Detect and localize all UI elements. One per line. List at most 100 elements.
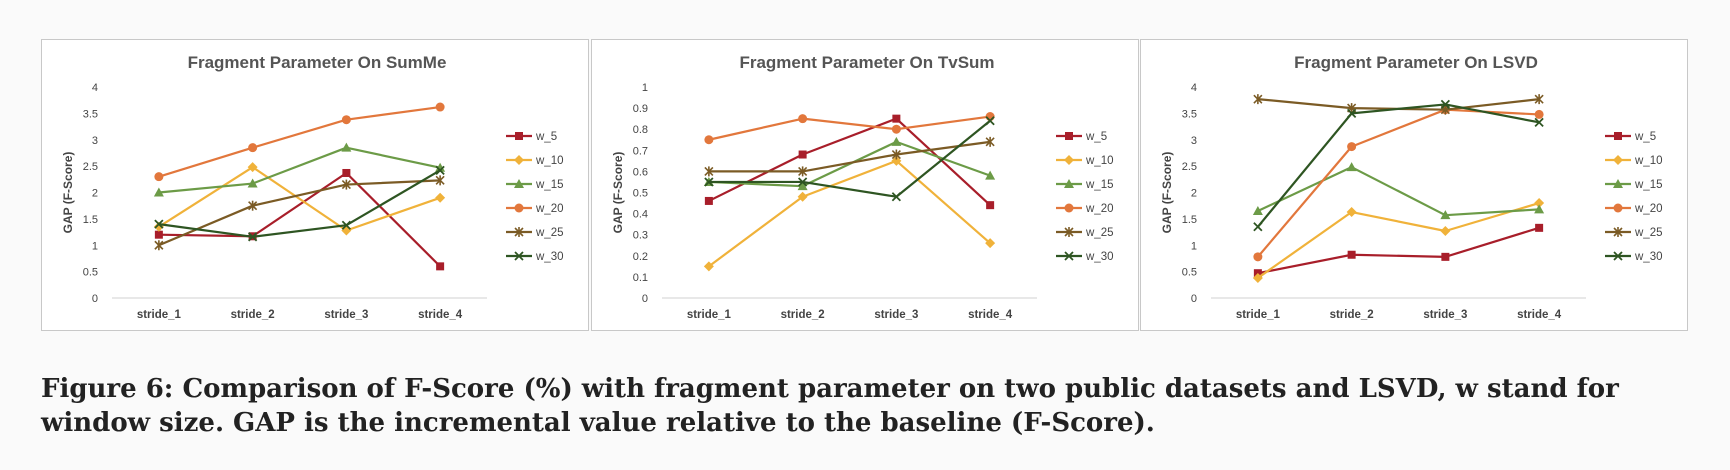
chart-legend: w_5 w_10 w_15 w_20 w_25 w_30 bbox=[506, 131, 564, 263]
data-point bbox=[247, 232, 258, 242]
legend-item: w_30 bbox=[1605, 251, 1663, 263]
caption-text: Comparison of F-Score (%) with fragment … bbox=[41, 374, 1619, 438]
legend-label: w_10 bbox=[535, 155, 564, 167]
legend-marker bbox=[1613, 155, 1623, 165]
data-point bbox=[1534, 109, 1544, 119]
figure-caption: Figure 6: Comparison of F-Score (%) with… bbox=[41, 372, 1701, 440]
series-line bbox=[708, 159, 991, 268]
chart-title: Fragment Parameter On TvSum bbox=[739, 53, 994, 72]
data-point bbox=[341, 115, 351, 125]
y-axis-label: GAP (F-Score) bbox=[61, 152, 75, 234]
y-tick-label: 3 bbox=[1191, 135, 1197, 147]
data-point bbox=[1440, 226, 1451, 237]
x-tick-label: stride_2 bbox=[1330, 309, 1374, 321]
data-point bbox=[342, 168, 351, 177]
legend-item: w_5 bbox=[1605, 131, 1656, 143]
data-point bbox=[1347, 142, 1357, 152]
series-w-20 bbox=[154, 102, 445, 182]
legend-marker bbox=[1613, 203, 1623, 213]
series-w-5 bbox=[154, 168, 445, 271]
y-axis-label: GAP (F-Score) bbox=[611, 152, 625, 234]
data-point bbox=[154, 230, 163, 239]
legend-label: w_15 bbox=[1085, 179, 1114, 191]
legend-label: w_20 bbox=[1634, 203, 1663, 215]
legend-item: w_10 bbox=[1056, 155, 1114, 167]
y-tick-label: 0 bbox=[1191, 293, 1197, 305]
legend-item: w_25 bbox=[1056, 227, 1114, 239]
x-tick-label: stride_1 bbox=[137, 309, 182, 321]
data-point bbox=[1535, 223, 1544, 232]
data-point bbox=[1253, 222, 1263, 232]
data-point bbox=[341, 220, 352, 230]
data-point bbox=[703, 261, 714, 272]
series-line bbox=[708, 117, 991, 206]
data-point bbox=[1347, 250, 1356, 259]
tvsum-line-chart: Fragment Parameter On TvSum GAP (F-Score)… bbox=[611, 53, 1114, 321]
series-w-30 bbox=[704, 116, 995, 202]
y-tick-label: 0.5 bbox=[633, 188, 648, 200]
data-point bbox=[248, 143, 258, 153]
y-tick-label: 3 bbox=[92, 135, 98, 147]
y-tick-label: 2.5 bbox=[1182, 161, 1197, 173]
data-point bbox=[892, 114, 901, 123]
data-point bbox=[797, 181, 808, 191]
series-w-15 bbox=[1252, 162, 1545, 220]
y-tick-label: 0.1 bbox=[633, 272, 648, 284]
series-line bbox=[1257, 166, 1540, 217]
series-w-30 bbox=[154, 165, 445, 242]
y-tick-label: 0.5 bbox=[83, 267, 98, 279]
legend-item: w_5 bbox=[506, 131, 557, 143]
series-line bbox=[158, 146, 441, 194]
y-tick-label: 2 bbox=[1191, 188, 1197, 200]
chart-title: Fragment Parameter On SumMe bbox=[188, 53, 447, 72]
y-tick-label: 1.5 bbox=[1182, 214, 1197, 226]
series-w-25 bbox=[704, 136, 995, 177]
legend-item: w_25 bbox=[506, 227, 564, 239]
data-point bbox=[1346, 207, 1357, 218]
data-point bbox=[1440, 210, 1451, 220]
series-line bbox=[158, 171, 441, 268]
data-point bbox=[1534, 198, 1545, 209]
legend-item: w_20 bbox=[1605, 203, 1663, 215]
data-point bbox=[1346, 162, 1357, 172]
data-point bbox=[1534, 204, 1545, 214]
x-tick-label: stride_4 bbox=[968, 309, 1013, 321]
x-tick-label: stride_3 bbox=[874, 309, 918, 321]
legend-label: w_25 bbox=[535, 227, 564, 239]
data-point bbox=[798, 150, 807, 159]
y-tick-label: 2 bbox=[92, 188, 98, 200]
y-tick-label: 0.9 bbox=[633, 103, 648, 115]
legend-marker bbox=[514, 227, 524, 237]
legend-marker bbox=[1064, 227, 1074, 237]
x-tick-label: stride_3 bbox=[324, 309, 368, 321]
series-line bbox=[1257, 108, 1540, 258]
series-w-10 bbox=[703, 155, 996, 272]
legend-item: w_10 bbox=[506, 155, 564, 167]
series-w-15 bbox=[153, 142, 446, 197]
legend-item: w_15 bbox=[1056, 179, 1114, 191]
data-point bbox=[985, 116, 995, 126]
data-point bbox=[985, 238, 996, 249]
legend-item: w_10 bbox=[1605, 155, 1663, 167]
data-point bbox=[891, 136, 902, 146]
data-point bbox=[153, 187, 164, 197]
legend-label: w_5 bbox=[1634, 131, 1656, 143]
chart-legend: w_5 w_10 w_15 w_20 w_25 w_30 bbox=[1605, 131, 1663, 263]
data-point bbox=[1534, 94, 1544, 105]
x-tick-label: stride_2 bbox=[781, 309, 825, 321]
data-point bbox=[985, 170, 996, 180]
series-w-10 bbox=[153, 162, 446, 236]
legend-item: w_30 bbox=[1056, 251, 1114, 263]
data-point bbox=[436, 262, 445, 271]
data-point bbox=[435, 102, 445, 112]
legend-marker bbox=[514, 155, 524, 165]
data-point bbox=[248, 200, 258, 211]
series-line bbox=[158, 179, 441, 247]
data-point bbox=[247, 162, 258, 173]
legend-marker bbox=[1614, 132, 1622, 140]
x-tick-label: stride_4 bbox=[418, 309, 463, 321]
y-tick-label: 0.2 bbox=[633, 251, 648, 263]
y-tick-label: 4 bbox=[92, 82, 98, 94]
y-tick-label: 0.7 bbox=[633, 145, 648, 157]
data-point bbox=[341, 142, 352, 152]
